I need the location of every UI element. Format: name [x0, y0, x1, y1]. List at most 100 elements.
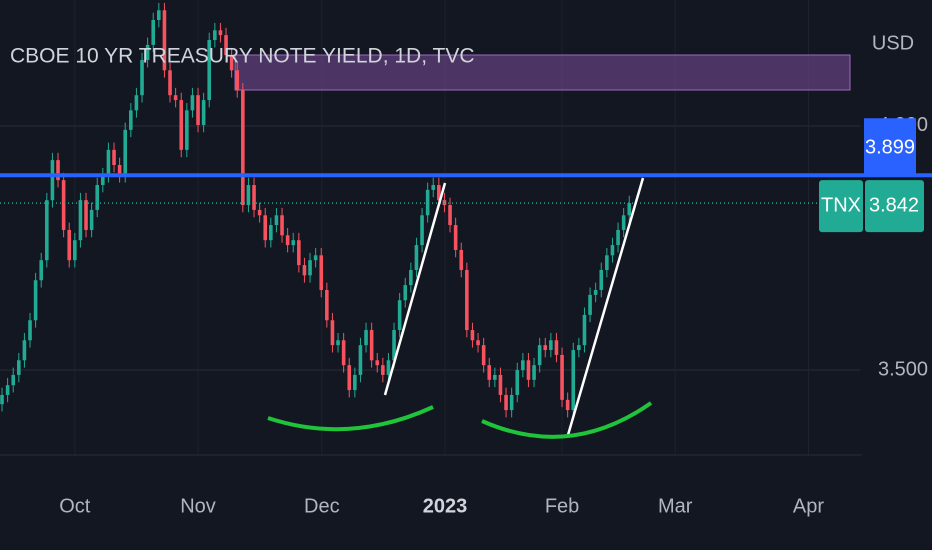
candle-body	[241, 90, 245, 206]
candle-body	[269, 225, 273, 241]
candle-body	[448, 205, 452, 226]
candle-body	[509, 394, 514, 411]
x-tick-label: Mar	[658, 495, 693, 517]
candle-body	[386, 360, 391, 375]
candle-body	[392, 330, 396, 361]
level-label-box	[864, 118, 916, 177]
x-tick-label: Feb	[545, 495, 579, 517]
candle-body	[218, 30, 223, 36]
zone	[234, 54, 851, 91]
candle-body	[73, 240, 77, 261]
candle-body	[375, 360, 380, 366]
candle-body	[521, 360, 525, 371]
candle-body	[39, 260, 44, 281]
candle-body	[537, 345, 542, 366]
candle-body	[50, 160, 55, 201]
candle-body	[431, 185, 436, 190]
candle-body	[498, 374, 503, 395]
last-price-box	[865, 180, 924, 233]
candle-body	[257, 209, 262, 216]
level-label: 3.899	[865, 137, 915, 159]
candle-body	[157, 10, 161, 21]
candle-body	[302, 265, 307, 276]
candle-body	[117, 165, 122, 176]
candle-body	[593, 289, 598, 295]
candle-body	[481, 345, 486, 366]
candle-body	[61, 180, 66, 230]
candle-body	[336, 340, 340, 346]
x-tick-label: 2023	[423, 495, 468, 517]
candle-body	[140, 60, 144, 96]
currency: USD	[872, 32, 914, 54]
candle-body	[134, 95, 139, 111]
candle-body	[420, 215, 424, 246]
candle-body	[84, 200, 88, 230]
candle-body	[201, 100, 206, 125]
x-tick-label: Dec	[304, 495, 340, 517]
candle-body	[89, 209, 94, 230]
candle-body	[369, 330, 374, 361]
candle-body	[459, 249, 464, 270]
candle-body	[560, 354, 564, 400]
candle-body	[554, 340, 559, 355]
plot	[0, 2, 932, 418]
candle-body	[123, 129, 128, 176]
candle-body	[397, 300, 402, 331]
candle-body	[196, 95, 200, 125]
candle-body	[403, 285, 408, 301]
candle-body	[605, 255, 609, 270]
candle-body	[358, 345, 363, 375]
candle-body	[577, 345, 581, 351]
trend-line	[383, 182, 447, 396]
candle-body	[285, 235, 290, 246]
candle-body	[599, 269, 604, 290]
candle-body	[571, 350, 576, 411]
candle-body	[5, 385, 10, 395]
candle-body	[28, 320, 32, 341]
arc	[481, 401, 653, 439]
candle-body	[381, 365, 385, 375]
candle-body	[437, 185, 441, 201]
candle-body	[549, 340, 553, 351]
candle-body	[453, 225, 458, 250]
candle-body	[616, 229, 620, 246]
candle-body	[526, 360, 531, 380]
candle-body	[280, 215, 284, 236]
candle-body	[313, 255, 318, 261]
candle-body	[515, 370, 520, 395]
candle-body	[308, 260, 312, 276]
candle-body	[330, 320, 335, 346]
candle-body	[145, 44, 150, 61]
candle-body	[588, 294, 592, 315]
x-tick-label: Oct	[59, 495, 91, 517]
price-axis: 3.5004.000OctNovDec2023FebMarApr3.899TNX…	[59, 114, 928, 517]
y-tick-label: 3.500	[878, 358, 928, 380]
candle-body	[493, 374, 497, 380]
candle-body	[627, 203, 632, 216]
symbol-label: TNX	[821, 194, 861, 216]
candle-body	[246, 185, 251, 206]
candle-body	[78, 200, 83, 241]
candle-body	[582, 314, 587, 346]
candle-body	[224, 35, 228, 56]
candle-body	[207, 40, 212, 101]
candle-body	[409, 269, 413, 286]
candle-body	[229, 55, 234, 71]
candle-body	[11, 374, 16, 386]
candle-body	[168, 70, 172, 96]
candle-body	[325, 289, 329, 321]
candle-body	[179, 100, 184, 150]
candle-body	[347, 365, 352, 391]
candle-body	[95, 185, 100, 210]
candle-body	[297, 240, 301, 266]
candle-body	[291, 240, 296, 246]
chart-title: CBOE 10 YR TREASURY NOTE YIELD, 1D, TVC	[10, 45, 475, 68]
candle-body	[56, 160, 60, 181]
last-price-label: 3.842	[869, 194, 919, 216]
candle-body	[185, 110, 189, 150]
candle-body	[504, 394, 508, 411]
candle-body	[252, 185, 256, 210]
candle-body	[173, 95, 178, 101]
candle-body	[425, 189, 430, 216]
x-tick-label: Nov	[180, 495, 216, 517]
